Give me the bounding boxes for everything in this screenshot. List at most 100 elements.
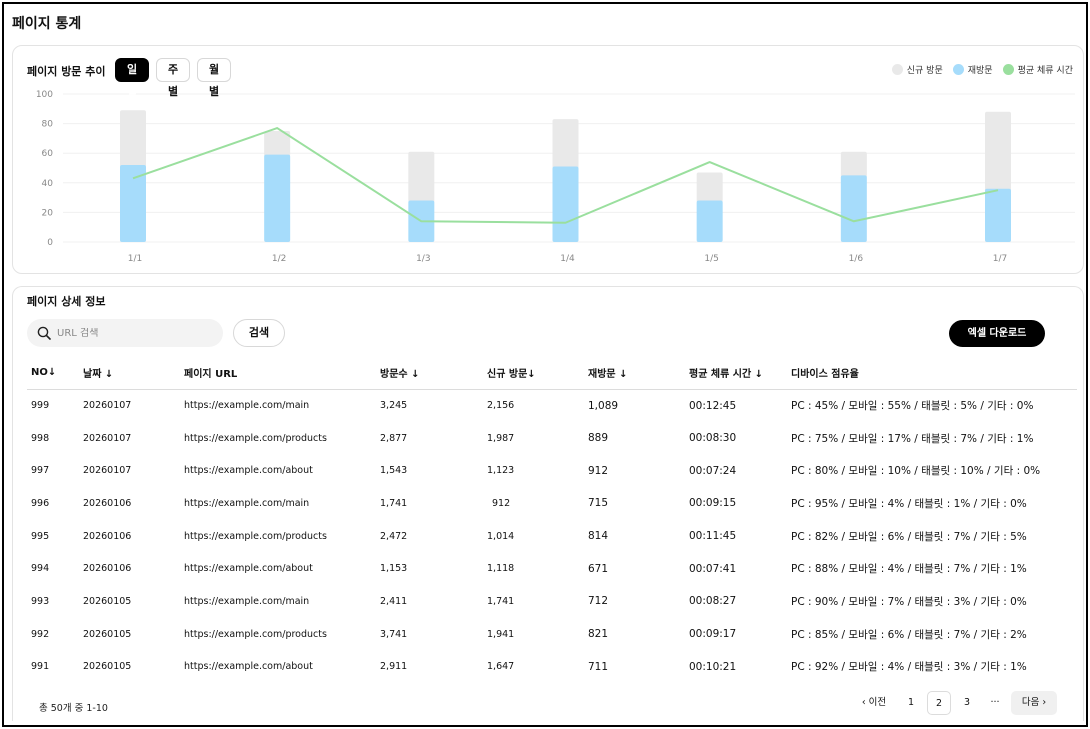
legend-dot-new — [891, 64, 903, 75]
cell-col-device-share: PC : 75% / 모바일 : 17% / 태블릿 : 7% / 기타 : 1… — [791, 432, 1034, 445]
cell-col-visits: 2,472 — [380, 530, 408, 542]
cell-col-device-share: PC : 90% / 모바일 : 7% / 태블릿 : 3% / 기타 : 0% — [791, 595, 1027, 608]
bar-return-visit — [552, 166, 579, 242]
table-row[interactable]: 996 20260106 https://example.com/main 1,741… — [27, 487, 1077, 520]
cell-col-device-share: PC : 85% / 모바일 : 6% / 태블릿 : 7% / 기타 : 2% — [791, 628, 1027, 641]
table-header-row: NO↓ 날짜 ↓ 페이지 URL 방문수 ↓ 신규 방문↓ 재방문 ↓ 평균 체류 시간 ↓… — [27, 357, 1077, 390]
cell-col-avg-duration: 00:10:21 — [689, 660, 737, 673]
table-row[interactable]: 994 20260106 https://example.com/about 1,15… — [27, 552, 1077, 585]
cell-col-return-visits: 814 — [588, 530, 609, 543]
header-col-url: 페이지 URL — [184, 357, 380, 390]
cell-col-new-visits: 1,014 — [487, 530, 515, 542]
cell-col-new-visits: 1,741 — [487, 595, 515, 607]
cell-col-no: 995 — [31, 530, 50, 542]
legend-label-duration: 평균 체류 시간 — [1017, 66, 1073, 76]
y-tick-label: 60 — [42, 149, 54, 159]
cell-col-date: 20260105 — [83, 661, 132, 673]
cell-col-device-share: PC : 45% / 모바일 : 55% / 태블릿 : 5% / 기타 : 0… — [791, 400, 1034, 413]
cell-col-return-visits: 712 — [588, 595, 609, 608]
search-icon — [37, 326, 51, 340]
legend-label-return: 재방문 — [967, 66, 993, 76]
cell-col-date: 20260105 — [83, 595, 132, 607]
cell-col-device-share: PC : 92% / 모바일 : 4% / 태블릿 : 3% / 기타 : 1% — [791, 661, 1027, 674]
bar-new-visit — [264, 131, 291, 157]
y-tick-label: 100 — [36, 90, 53, 100]
bar-new-visit — [840, 151, 867, 178]
pagination-page-1[interactable]: 1 — [907, 697, 915, 708]
bar-return-visit — [120, 165, 146, 242]
tab-weekly[interactable]: 주별 — [156, 58, 190, 98]
cell-col-no: 998 — [31, 432, 50, 444]
legend-item-duration: 평균 체류 시간 — [1002, 63, 1073, 76]
header-col-return-visits[interactable]: 재방문 ↓ — [588, 357, 689, 390]
header-col-visits[interactable]: 방문수 ↓ — [380, 357, 487, 390]
bar-new-visit — [120, 110, 146, 168]
header-col-no[interactable]: NO↓ — [27, 357, 83, 390]
table-row[interactable]: 995 20260106 https://example.com/products 2… — [27, 520, 1077, 553]
cell-col-date: 20260107 — [83, 400, 132, 412]
legend-item-new: 신규 방문 — [891, 63, 943, 76]
cell-col-new-visits: 1,647 — [487, 661, 515, 673]
x-tick-label: 1/1 — [128, 254, 142, 264]
legend-label-new: 신규 방문 — [906, 66, 943, 76]
table-row[interactable]: 991 20260105 https://example.com/about 2,91… — [27, 651, 1077, 684]
header-col-avg-duration[interactable]: 평균 체류 시간 ↓ — [689, 357, 791, 390]
cell-col-no: 996 — [31, 497, 50, 509]
cell-col-avg-duration: 00:07:24 — [689, 464, 737, 477]
header-col-date[interactable]: 날짜 ↓ — [83, 357, 184, 390]
pagination-page-3[interactable]: 3 — [963, 697, 971, 708]
cell-col-url: https://example.com/main — [184, 400, 310, 412]
bar-new-visit — [696, 172, 723, 203]
excel-download-button[interactable]: 엑셀 다운로드 — [949, 320, 1045, 347]
cell-col-no: 992 — [31, 628, 50, 640]
bar-return-visit — [696, 200, 723, 242]
chart-legend: 신규 방문 재방문 평균 체류 시간 — [891, 63, 1073, 76]
tab-daily[interactable]: 일별 — [115, 58, 149, 98]
bar-new-visit — [985, 111, 1011, 191]
cell-col-device-share: PC : 80% / 모바일 : 10% / 태블릿 : 10% / 기타 : … — [791, 465, 1041, 478]
legend-item-return: 재방문 — [952, 63, 993, 76]
table-row[interactable]: 999 20260107 https://example.com/main 3,245… — [27, 389, 1077, 422]
cell-col-return-visits: 671 — [588, 562, 609, 575]
pagination-page-2[interactable]: 2 — [927, 691, 951, 715]
tab-monthly[interactable]: 월별 — [197, 58, 231, 98]
cell-col-url: https://example.com/products — [184, 432, 327, 444]
cell-col-date: 20260105 — [83, 628, 132, 640]
table-row[interactable]: 997 20260107 https://example.com/about 1,54… — [27, 454, 1077, 487]
table-row[interactable]: 992 20260105 https://example.com/products 3… — [27, 618, 1077, 651]
cell-col-no: 999 — [31, 400, 50, 412]
cell-col-avg-duration: 00:09:15 — [689, 497, 737, 510]
y-tick-label: 0 — [47, 238, 53, 248]
pagination-ellipsis: ··· — [990, 697, 1000, 708]
cell-col-url: https://example.com/products — [184, 628, 327, 640]
cell-col-new-visits: 912 — [492, 497, 511, 509]
cell-col-visits: 3,245 — [380, 400, 408, 412]
cell-col-date: 20260106 — [83, 563, 132, 575]
header-col-new-visits[interactable]: 신규 방문↓ — [487, 357, 588, 390]
bar-new-visit — [408, 151, 435, 203]
cell-col-avg-duration: 00:09:17 — [689, 628, 737, 641]
cell-col-no: 997 — [31, 465, 50, 477]
search-button[interactable]: 검색 — [233, 319, 285, 347]
cell-col-url: https://example.com/about — [184, 661, 313, 673]
cell-col-avg-duration: 00:11:45 — [689, 530, 737, 543]
table-row[interactable]: 993 20260105 https://example.com/main 2,411… — [27, 585, 1077, 618]
legend-dot-duration — [1002, 64, 1014, 75]
table-body: 999 20260107 https://example.com/main 3,245… — [27, 389, 1077, 683]
cell-col-device-share: PC : 88% / 모바일 : 4% / 태블릿 : 7% / 기타 : 1% — [791, 563, 1027, 576]
pagination-prev-button[interactable]: ‹ 이전 — [861, 697, 887, 708]
cell-col-visits: 2,877 — [380, 432, 408, 444]
pagination-next-button[interactable]: 다음 › — [1011, 691, 1057, 715]
search-box[interactable] — [27, 319, 223, 347]
cell-col-visits: 1,543 — [380, 465, 408, 477]
cell-col-new-visits: 1,123 — [487, 465, 515, 477]
line-avg-duration — [132, 127, 999, 224]
url-search-input[interactable] — [57, 327, 207, 339]
x-tick-label: 1/4 — [560, 254, 575, 264]
chart-section-title: 페이지 방문 추이 — [27, 65, 106, 78]
cell-col-return-visits: 715 — [588, 497, 609, 510]
cell-col-visits: 3,741 — [380, 628, 408, 640]
header-col-device-share: 디바이스 점유율 — [791, 357, 1077, 390]
table-row[interactable]: 998 20260107 https://example.com/products 2… — [27, 422, 1077, 455]
